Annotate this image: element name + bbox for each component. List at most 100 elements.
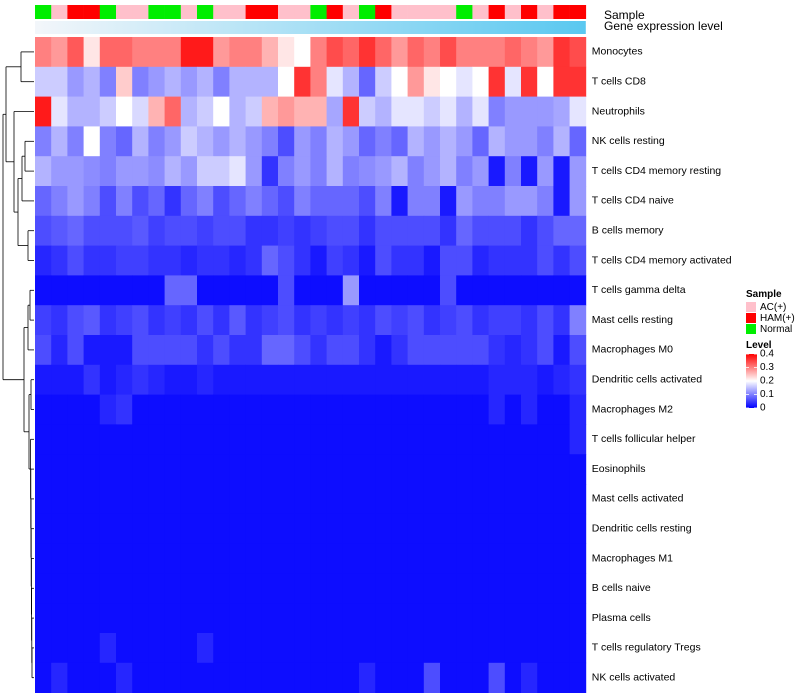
heatmap-cell (407, 484, 425, 515)
heatmap-cell (537, 513, 554, 544)
heatmap-cell (35, 275, 52, 306)
heatmap-cell (83, 364, 101, 395)
sample-annotation-cell (342, 5, 360, 19)
heatmap-cell (197, 484, 214, 515)
heatmap-cell (229, 543, 246, 574)
sample-annotation-cell (504, 5, 522, 19)
heatmap-cell (537, 186, 554, 217)
heatmap-cell (375, 573, 392, 604)
heatmap-cell (164, 633, 182, 664)
heatmap-cell (440, 96, 457, 127)
heatmap-cell (569, 37, 587, 68)
heatmap-cell (197, 454, 214, 485)
heatmap-cell (521, 633, 538, 664)
heatmap-cell (504, 305, 522, 336)
heatmap-cell (197, 335, 214, 366)
heatmap-cell (213, 573, 230, 604)
heatmap-cell (245, 335, 263, 366)
heatmap-cell (51, 364, 68, 395)
heatmap-cell (456, 662, 473, 693)
heatmap-cell (245, 543, 263, 574)
heatmap-cell (116, 275, 133, 306)
heatmap-cell (553, 633, 570, 664)
heatmap-cell (440, 245, 457, 276)
heatmap-cell (99, 66, 117, 97)
heatmap-cell (521, 245, 538, 276)
heatmap-cell (359, 215, 376, 246)
heatmap-cell (488, 603, 506, 634)
heatmap-cell (261, 305, 279, 336)
heatmap-cell (164, 662, 182, 693)
heatmap-cell (553, 543, 570, 574)
heatmap-cell (213, 603, 230, 634)
heatmap-cell (375, 186, 392, 217)
heatmap-cell (99, 96, 117, 127)
heatmap-cell (245, 66, 263, 97)
heatmap-cell (180, 96, 198, 127)
sample-annotation-cell (213, 5, 230, 19)
heatmap-cell (51, 245, 68, 276)
heatmap-cell (83, 66, 101, 97)
sample-annotation-cell (537, 5, 554, 19)
row-label: Neutrophils (592, 105, 645, 117)
heatmap-cell (310, 245, 327, 276)
heatmap-cell (99, 126, 117, 157)
heatmap-cell (407, 245, 425, 276)
heatmap-cell (504, 543, 522, 574)
heatmap-cell (537, 275, 554, 306)
heatmap-cell (261, 662, 279, 693)
legend-sample-label: HAM(+) (760, 313, 795, 324)
heatmap-cell (488, 633, 506, 664)
heatmap-cell (569, 394, 587, 425)
heatmap-cell (148, 364, 165, 395)
heatmap-cell (375, 245, 392, 276)
heatmap-cell (213, 215, 230, 246)
heatmap-cell (132, 275, 149, 306)
heatmap-cell (553, 186, 570, 217)
heatmap-cell (164, 215, 182, 246)
heatmap-cell (180, 215, 198, 246)
heatmap-cell (521, 335, 538, 366)
heatmap-cell (504, 126, 522, 157)
expression-annotation-gradient (35, 21, 586, 34)
row-label: T cells gamma delta (592, 284, 686, 296)
heatmap-cell (245, 394, 263, 425)
heatmap-cell (132, 37, 149, 68)
heatmap-cell (423, 275, 441, 306)
heatmap-cell (164, 305, 182, 336)
heatmap-cell (423, 305, 441, 336)
heatmap-cell (359, 275, 376, 306)
heatmap-cell (164, 335, 182, 366)
heatmap-cell (537, 305, 554, 336)
heatmap-cell (245, 424, 263, 455)
heatmap-cell (521, 603, 538, 634)
sample-annotation-cell (132, 5, 149, 19)
heatmap-cell (229, 37, 246, 68)
heatmap-cell (83, 275, 101, 306)
heatmap-cell (51, 424, 68, 455)
heatmap-cell (326, 156, 344, 187)
sample-annotation-cell (278, 5, 295, 19)
heatmap-cell (359, 454, 376, 485)
heatmap-cell (116, 484, 133, 515)
heatmap-cell (310, 484, 327, 515)
heatmap-cell (488, 215, 506, 246)
heatmap-cell (504, 454, 522, 485)
heatmap-cell (148, 305, 165, 336)
heatmap-cell (488, 245, 506, 276)
heatmap-cell (407, 66, 425, 97)
heatmap-cell (407, 156, 425, 187)
heatmap-cell (504, 245, 522, 276)
sample-annotation-label: Sample (604, 8, 645, 22)
heatmap-cell (148, 633, 165, 664)
heatmap-cell (229, 335, 246, 366)
heatmap-cell (342, 156, 360, 187)
heatmap-cell (180, 424, 198, 455)
heatmap-cell (359, 513, 376, 544)
heatmap-cell (553, 424, 570, 455)
heatmap-cell (278, 633, 295, 664)
heatmap-cell (261, 335, 279, 366)
heatmap-cell (342, 245, 360, 276)
heatmap-cell (342, 513, 360, 544)
heatmap-cell (375, 37, 392, 68)
